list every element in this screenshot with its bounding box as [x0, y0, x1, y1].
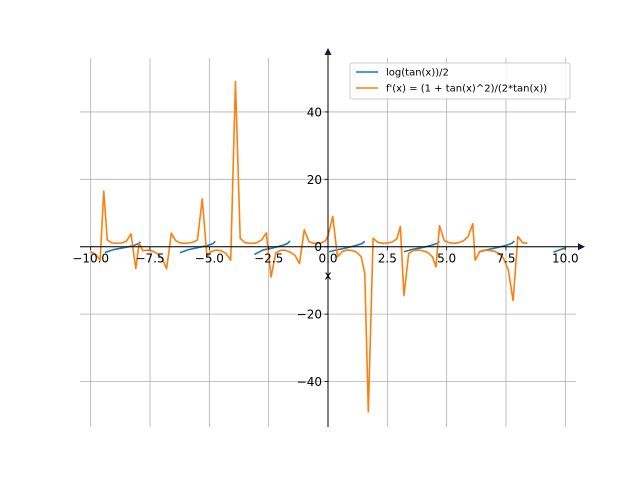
legend-box	[349, 62, 571, 100]
y-tick-label: 40	[307, 105, 322, 119]
legend: log(tan(x))/2 f'(x) = (1 + tan(x)^2)/(2*…	[349, 62, 571, 100]
y-axis-arrow-icon	[324, 48, 332, 55]
x-tick-label: −10.0	[72, 252, 109, 266]
axes	[80, 48, 585, 427]
legend-label-derivative: f'(x) = (1 + tan(x)^2)/(2*tan(x))	[386, 84, 547, 95]
x-tick-label: 7.5	[496, 252, 515, 266]
y-tick-label: −40	[297, 375, 322, 389]
x-tick-label: −2.5	[254, 252, 283, 266]
y-tick-label: 0	[314, 240, 322, 254]
x-axis-label: x	[324, 269, 331, 283]
x-tick-label: 2.5	[378, 252, 397, 266]
x-tick-label: 10.0	[552, 252, 579, 266]
y-tick-label: −20	[297, 308, 322, 322]
legend-label-log: log(tan(x))/2	[386, 68, 449, 79]
x-tick-label: 0.0	[318, 252, 337, 266]
x-tick-label: −7.5	[135, 252, 164, 266]
series-log-line	[553, 247, 566, 253]
x-tick-label: 5.0	[437, 252, 456, 266]
tick-labels: −10.0 −7.5 −5.0 −2.5 0.0 2.5 5.0 7.5 10.0 −40 −20 0…	[72, 105, 578, 389]
x-axis-arrow-icon	[578, 243, 585, 251]
x-tick-label: −5.0	[195, 252, 224, 266]
y-tick-label: 20	[307, 173, 322, 187]
series-derivative-line	[90, 80, 528, 413]
